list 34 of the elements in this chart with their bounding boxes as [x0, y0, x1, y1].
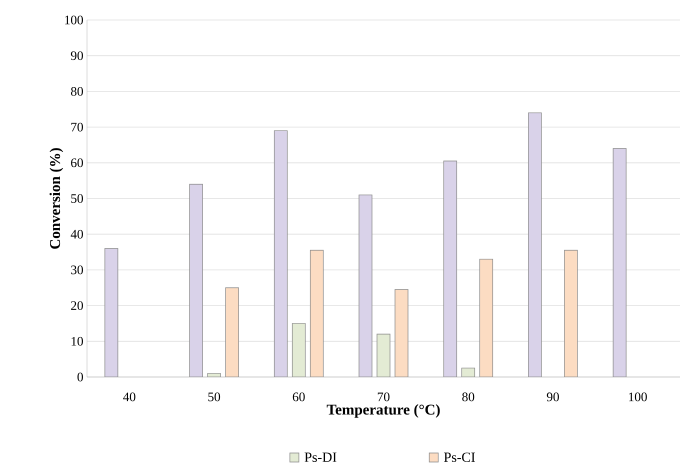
y-axis-title: Conversion (%) [50, 148, 64, 249]
x-axis-title: Temperature (°C) [326, 404, 440, 418]
bar [479, 258, 494, 377]
bar [225, 287, 239, 377]
y-tick-label: 30 [71, 266, 83, 274]
y-tick-label: 40 [70, 230, 83, 239]
bar [612, 148, 626, 377]
bar [394, 289, 408, 377]
y-tick-label: 60 [71, 158, 83, 168]
x-tick-label: 80 [462, 392, 474, 402]
y-tick-label: 90 [70, 51, 83, 60]
y-tick-label: 20 [71, 301, 83, 310]
bar [528, 112, 542, 377]
bar [104, 248, 118, 377]
x-tick-label: 70 [378, 392, 390, 402]
legend-label: Ps-CI [444, 452, 475, 462]
y-tick-label: 10 [72, 336, 83, 346]
bar [564, 250, 578, 377]
bar [189, 184, 203, 377]
y-tick-label: 70 [71, 122, 83, 132]
y-tick-label: 100 [65, 16, 83, 24]
x-tick-label: 90 [546, 392, 559, 402]
bar [358, 194, 372, 377]
y-tick-label: 50 [71, 194, 83, 203]
x-tick-label: 50 [208, 392, 220, 402]
y-tick-label: 80 [70, 87, 83, 96]
x-tick-label: 60 [292, 392, 305, 402]
bar [274, 130, 288, 377]
bar [443, 160, 458, 377]
x-tick-label: 100 [629, 392, 647, 402]
bar [310, 250, 324, 377]
x-tick-label: 40 [123, 392, 136, 402]
y-tick-label: 0 [77, 372, 83, 382]
legend-label: Ps-DI [304, 452, 336, 462]
